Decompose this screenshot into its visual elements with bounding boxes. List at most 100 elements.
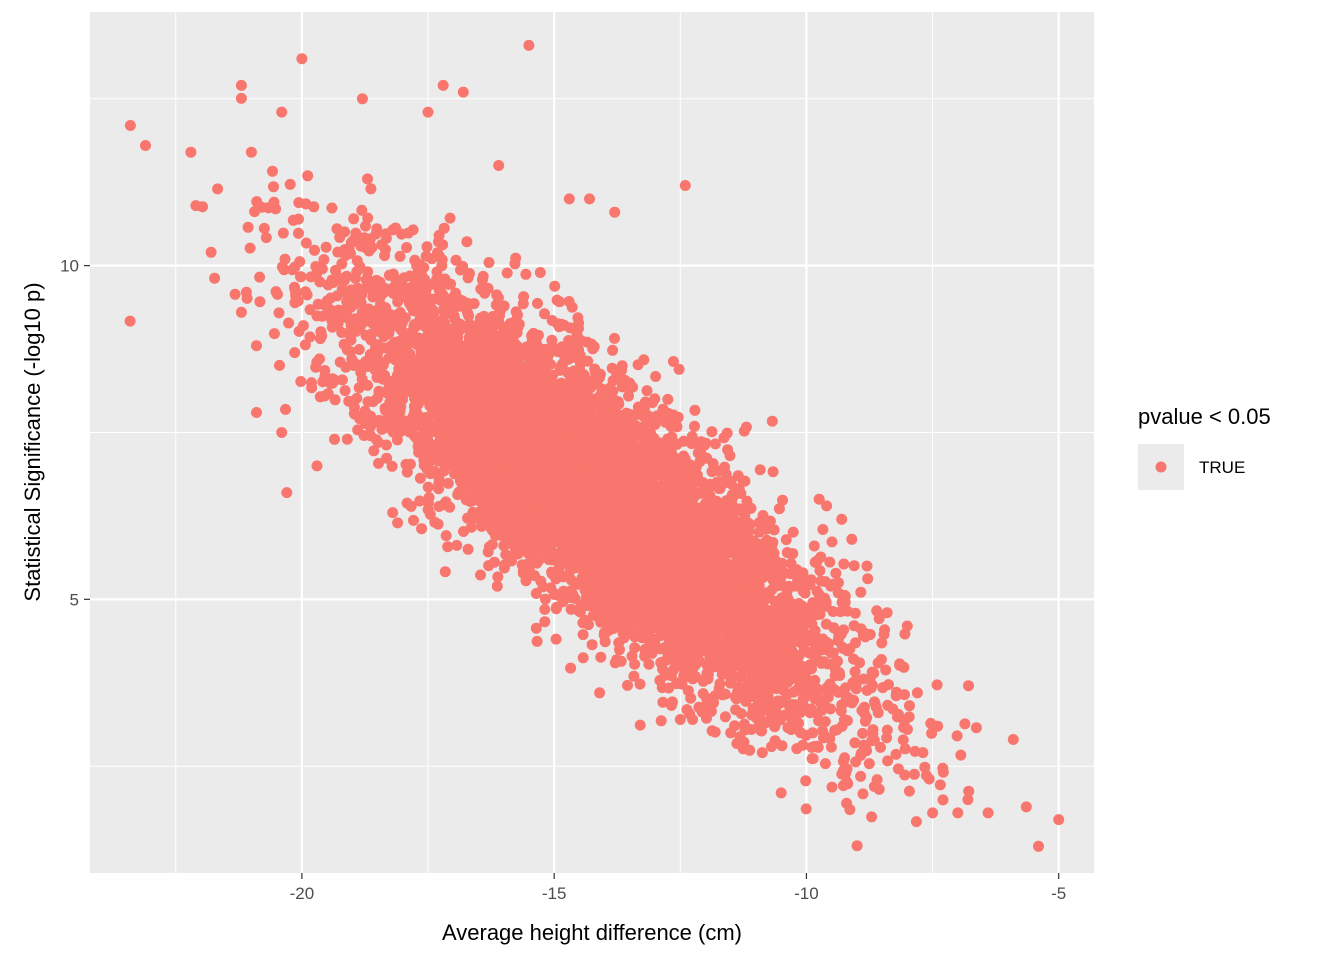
scatter-point <box>813 493 825 505</box>
scatter-point <box>421 241 433 253</box>
scatter-point <box>634 719 646 731</box>
scatter-point <box>510 252 522 264</box>
scatter-point <box>339 385 351 397</box>
scatter-point <box>373 457 384 469</box>
scatter-point <box>583 619 594 631</box>
scatter-point <box>830 567 842 579</box>
scatter-point <box>586 338 598 350</box>
scatter-point <box>414 472 426 484</box>
scatter-point <box>643 658 655 670</box>
scatter-point <box>368 445 380 457</box>
scatter-point <box>613 637 625 649</box>
scatter-point <box>955 749 967 761</box>
scatter-point <box>533 554 545 566</box>
scatter-point <box>299 286 311 298</box>
scatter-point <box>735 488 747 499</box>
scatter-point <box>792 576 804 588</box>
scatter-point <box>572 337 584 349</box>
scatter-point <box>251 196 263 208</box>
scatter-point <box>706 426 718 438</box>
scatter-point <box>857 727 869 739</box>
scatter-point <box>607 344 619 356</box>
scatter-point <box>754 464 766 476</box>
scatter-point <box>401 497 413 509</box>
scatter-point <box>565 662 577 674</box>
scatter-point <box>318 254 330 266</box>
scatter-point <box>891 686 902 698</box>
scatter-point <box>284 178 296 190</box>
scatter-point <box>829 724 841 736</box>
scatter-point <box>850 683 862 695</box>
scatter-point <box>757 645 768 657</box>
scatter-point <box>320 241 332 253</box>
scatter-point <box>806 663 817 675</box>
scatter-point <box>326 202 338 214</box>
scatter-point <box>386 460 398 472</box>
scatter-point <box>209 272 221 284</box>
scatter-point <box>951 730 963 742</box>
scatter-point <box>380 439 392 451</box>
scatter-point <box>531 635 543 647</box>
scatter-point <box>931 679 943 691</box>
scatter-point <box>212 183 224 195</box>
scatter-point <box>818 732 829 744</box>
scatter-point <box>365 183 377 195</box>
scatter-point <box>866 811 878 823</box>
scatter-point <box>963 785 975 797</box>
scatter-point <box>791 743 803 755</box>
scatter-point <box>365 334 377 346</box>
scatter-point <box>501 267 513 279</box>
scatter-point <box>461 236 473 248</box>
scatter-point <box>268 181 279 193</box>
scatter-point <box>423 492 435 503</box>
scatter-point <box>249 206 261 218</box>
scatter-point <box>433 236 444 248</box>
scatter-point <box>919 761 931 773</box>
scatter-point <box>721 427 733 439</box>
scatter-point <box>124 315 136 327</box>
scatter-point <box>316 330 328 342</box>
scatter-point <box>638 354 650 366</box>
scatter-point <box>465 521 477 533</box>
scatter-point <box>300 237 312 249</box>
scatter-point <box>860 628 872 640</box>
scatter-point <box>658 464 670 476</box>
scatter-point <box>339 274 350 286</box>
scatter-point <box>970 722 982 734</box>
scatter-point <box>607 375 619 387</box>
scatter-point <box>687 673 699 685</box>
scatter-point <box>314 276 326 288</box>
scatter-point <box>657 696 669 708</box>
scatter-point <box>268 328 280 340</box>
scatter-point <box>839 752 851 764</box>
scatter-point <box>877 682 889 694</box>
scatter-point <box>362 307 374 318</box>
scatter-point <box>454 475 466 487</box>
scatter-point <box>903 785 915 797</box>
scatter-point <box>667 356 679 367</box>
scatter-point <box>890 748 902 760</box>
scatter-point <box>370 342 381 354</box>
scatter-point <box>572 312 584 324</box>
scatter-point <box>825 647 837 659</box>
scatter-point <box>650 371 662 382</box>
scatter-point <box>937 794 949 806</box>
scatter-point <box>841 797 853 809</box>
scatter-point <box>871 605 883 617</box>
scatter-point <box>302 170 314 182</box>
scatter-point <box>609 332 620 344</box>
scatter-point <box>934 779 946 791</box>
scatter-point <box>530 622 542 634</box>
scatter-point <box>491 580 503 592</box>
scatter-point <box>629 642 641 654</box>
scatter-point <box>293 227 304 239</box>
scatter-point <box>809 556 821 568</box>
scatter-point <box>362 396 374 408</box>
scatter-point <box>334 232 346 243</box>
scatter-point <box>689 404 701 416</box>
scatter-point <box>348 408 360 420</box>
scatter-point <box>800 775 812 787</box>
major-gridlines <box>90 12 1094 873</box>
scatter-point <box>634 678 646 690</box>
